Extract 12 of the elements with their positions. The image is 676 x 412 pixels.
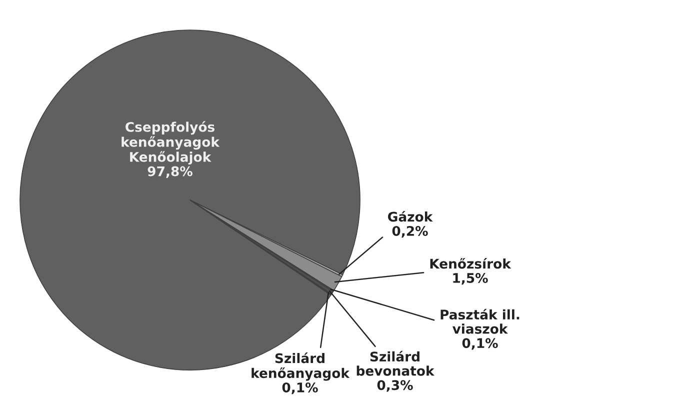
data-label: 0,1%: [462, 338, 498, 350]
slice-label: Szilárd kenőanyagok: [252, 352, 350, 381]
slice-label: Szilárd bevonatok: [356, 350, 435, 376]
data-label: 97,8%: [148, 166, 192, 178]
slice-label: Paszták ill. viaszok: [440, 308, 520, 334]
slice-label: Cseppfolyós kenőanyagok Kenőolajok: [122, 121, 220, 165]
slice-label: Kenőzsírok: [430, 258, 512, 269]
data-label: 0,2%: [392, 226, 428, 238]
data-label: 0,1%: [282, 382, 318, 394]
slice-label: Gázok: [388, 210, 433, 222]
data-label: 1,5%: [453, 272, 488, 285]
data-label: 0,3%: [377, 380, 413, 392]
